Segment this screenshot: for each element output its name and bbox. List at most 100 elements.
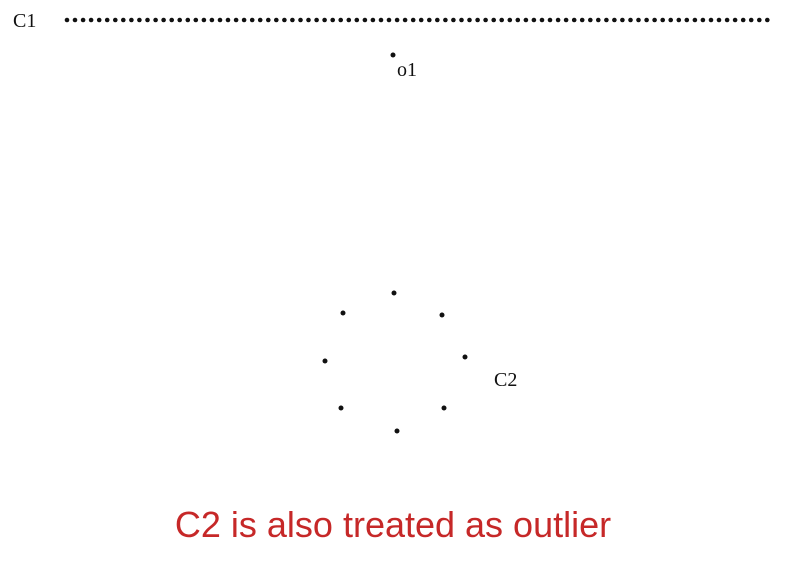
cluster-c1-point	[217, 17, 223, 23]
cluster-c1-point	[193, 17, 199, 23]
cluster-c1-point	[274, 17, 279, 23]
cluster-c1-point	[233, 17, 239, 23]
cluster-c1-point	[596, 17, 601, 23]
cluster-c1-point	[435, 17, 440, 23]
cluster-c1-label: C1	[13, 10, 36, 32]
cluster-c1-point	[80, 17, 86, 23]
cluster-c2-point	[338, 405, 344, 411]
cluster-c1-point	[555, 17, 561, 23]
cluster-c1-point	[322, 17, 327, 23]
cluster-c1-point	[628, 17, 633, 23]
cluster-c1-point	[257, 17, 263, 23]
cluster-c1-point	[298, 17, 303, 23]
cluster-c1-point	[579, 17, 585, 23]
cluster-c1-point	[692, 17, 698, 23]
cluster-c1-point	[708, 17, 714, 23]
cluster-c1-point	[427, 17, 432, 23]
cluster-c1-point	[507, 17, 513, 23]
cluster-c2-label: C2	[494, 369, 517, 391]
cluster-c1-point	[161, 17, 166, 23]
cluster-c2-point	[439, 312, 445, 318]
cluster-c2-point	[391, 290, 397, 296]
cluster-c1-point	[563, 17, 569, 23]
cluster-c1-point	[443, 17, 448, 23]
outlier-o1-label: o1	[397, 59, 417, 81]
cluster-c1-point	[523, 17, 529, 23]
cluster-c1-point	[612, 17, 617, 23]
cluster-c2-point	[394, 428, 400, 434]
cluster-c1-point	[459, 17, 464, 23]
cluster-c1-point	[732, 17, 738, 23]
cluster-c1-point	[394, 17, 400, 23]
cluster-c1-point	[700, 17, 706, 23]
cluster-c1-point	[249, 17, 255, 23]
cluster-c1-point	[740, 17, 746, 23]
cluster-c1-point	[748, 17, 754, 23]
cluster-c1-point	[241, 17, 247, 23]
cluster-c1-point	[346, 17, 352, 23]
cluster-c1-point	[354, 17, 360, 23]
cluster-c1-point	[209, 17, 215, 23]
cluster-c1-point	[765, 17, 770, 23]
cluster-c1-point	[684, 17, 690, 23]
cluster-c1-point	[96, 17, 102, 23]
cluster-c1-point	[201, 17, 207, 23]
cluster-c1-point	[475, 17, 480, 23]
cluster-c1-point	[113, 17, 118, 23]
cluster-c1-point	[185, 17, 191, 23]
cluster-c1-point	[129, 17, 134, 23]
cluster-c1-points	[64, 17, 770, 23]
cluster-c1-point	[153, 17, 158, 23]
cluster-c1-point	[177, 17, 182, 23]
cluster-c1-point	[467, 17, 472, 23]
cluster-c1-point	[306, 17, 311, 23]
cluster-c1-point	[491, 17, 497, 23]
cluster-c1-point	[676, 17, 682, 23]
cluster-c1-point	[644, 17, 649, 23]
cluster-c1-point	[515, 17, 521, 23]
cluster-c1-point	[499, 17, 505, 23]
cluster-c1-point	[121, 17, 126, 23]
cluster-c1-point	[539, 17, 545, 23]
cluster-c1-point	[145, 17, 150, 23]
cluster-c1-point	[104, 17, 110, 23]
cluster-c1-point	[282, 17, 287, 23]
cluster-c1-point	[290, 17, 295, 23]
cluster-c1-point	[620, 17, 625, 23]
cluster-c1-point	[402, 17, 408, 23]
cluster-c1-point	[716, 17, 722, 23]
cluster-c2-point	[322, 358, 328, 364]
cluster-c1-point	[757, 17, 762, 23]
cluster-c1-point	[531, 17, 537, 23]
cluster-c1-point	[330, 17, 336, 23]
cluster-c1-point	[410, 17, 416, 23]
cluster-c1-point	[588, 17, 593, 23]
cluster-c1-point	[386, 17, 392, 23]
cluster-c2-points	[322, 290, 468, 434]
cluster-c1-point	[418, 17, 424, 23]
cluster-c1-point	[266, 17, 271, 23]
cluster-c2-point	[441, 405, 447, 411]
cluster-c2-point	[340, 310, 346, 316]
cluster-c1-point	[72, 17, 78, 23]
cluster-c1-point	[64, 17, 70, 23]
cluster-c1-point	[88, 17, 94, 23]
cluster-c1-point	[724, 17, 730, 23]
cluster-c1-point	[636, 17, 641, 23]
cluster-c1-point	[362, 17, 368, 23]
cluster-c1-point	[668, 17, 673, 23]
cluster-c1-point	[604, 17, 609, 23]
cluster-c1-point	[378, 17, 384, 23]
cluster-c1-point	[338, 17, 344, 23]
cluster-c1-point	[660, 17, 665, 23]
cluster-c1-point	[451, 17, 456, 23]
cluster-c1-point	[137, 17, 142, 23]
cluster-c1-point	[571, 17, 577, 23]
cluster-c1-point	[483, 17, 488, 23]
cluster-c1-point	[314, 17, 319, 23]
cluster-c2-point	[462, 354, 468, 360]
caption: C2 is also treated as outlier	[174, 504, 612, 545]
cluster-c1-point	[547, 17, 553, 23]
cluster-c1-point	[370, 17, 376, 23]
